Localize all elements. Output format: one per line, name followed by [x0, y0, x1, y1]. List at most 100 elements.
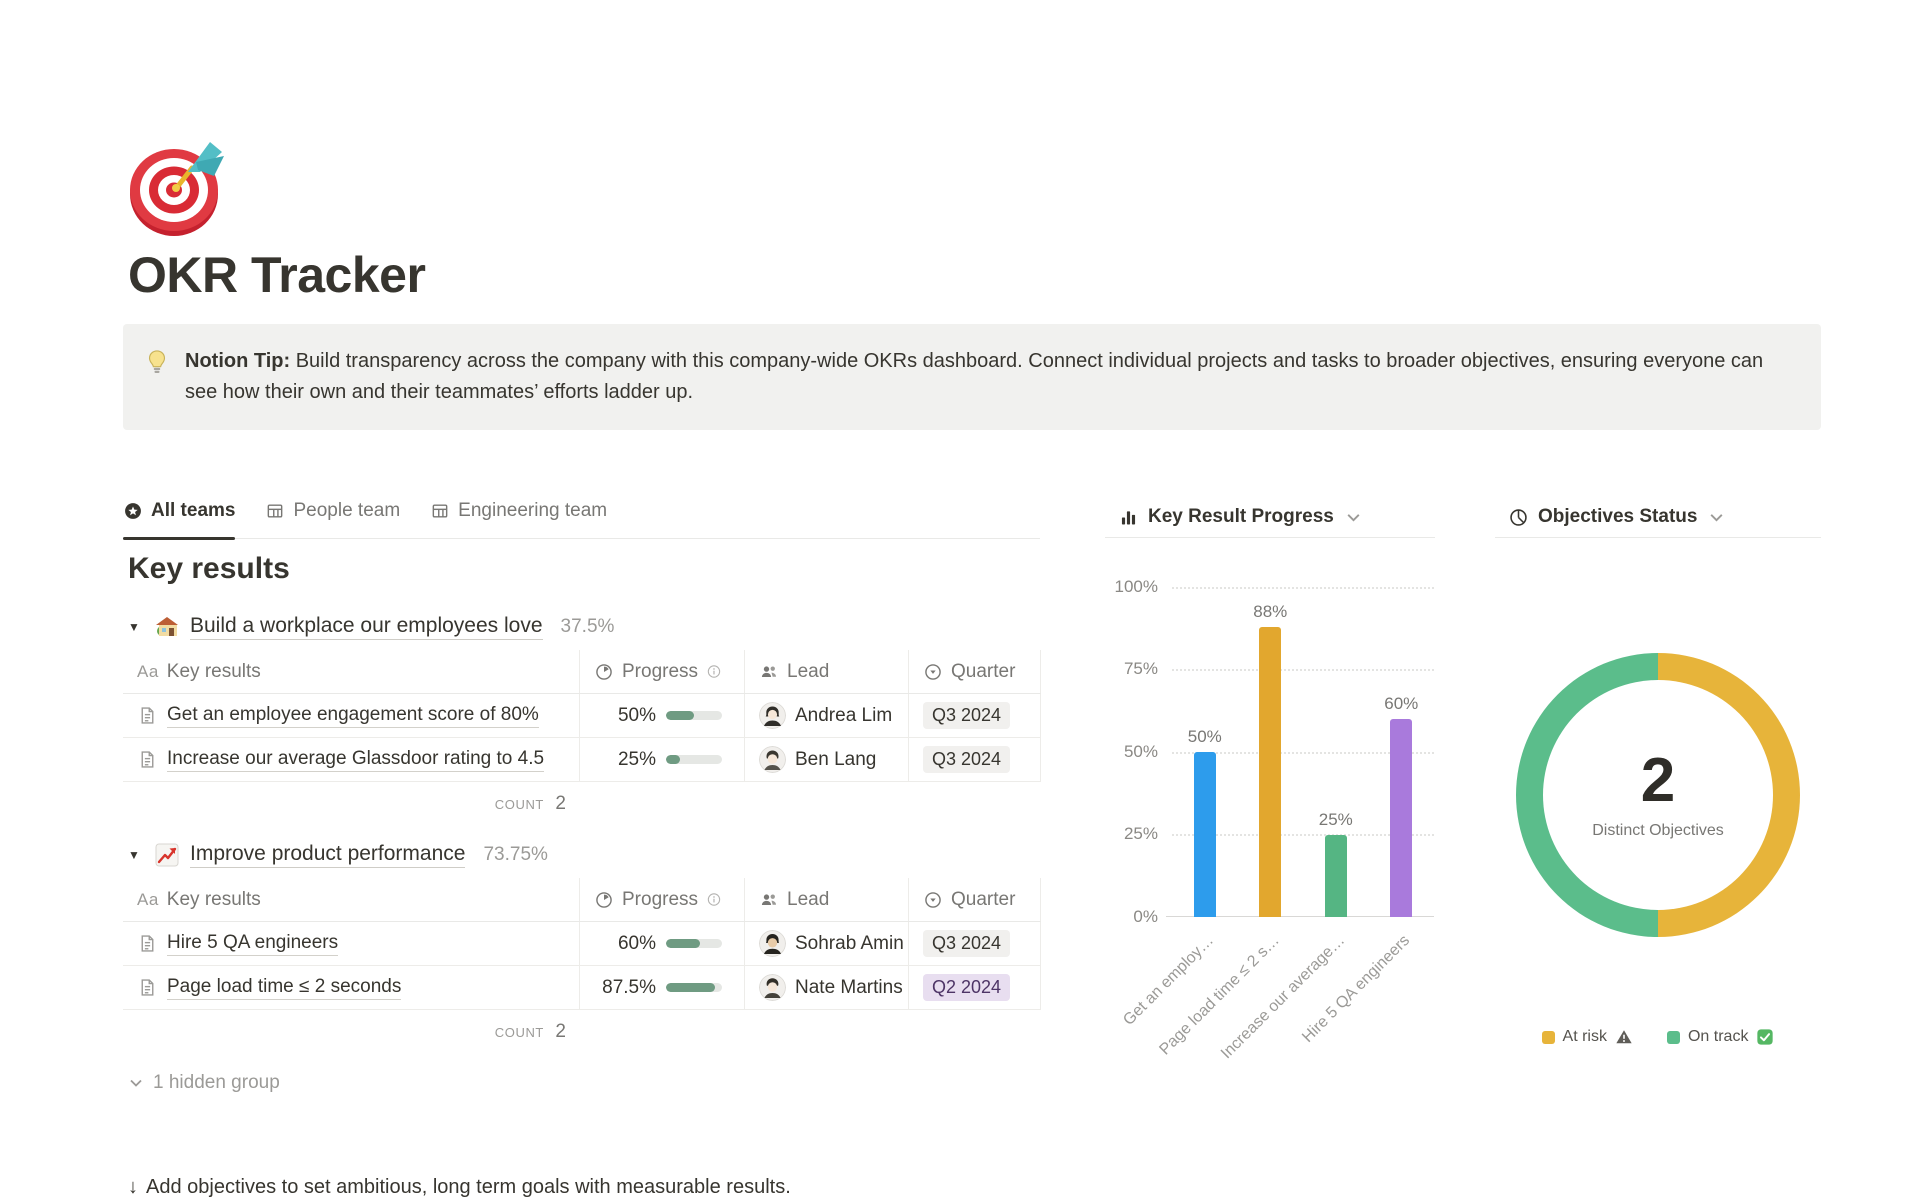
table-icon	[432, 504, 448, 518]
group-title-link[interactable]: Build a workplace our employees love	[190, 614, 543, 640]
chevron-down-icon	[1710, 513, 1723, 522]
key-results-table-2: Aa Key results Progress Lead	[123, 878, 1041, 1054]
lightbulb-icon	[148, 350, 166, 373]
group-toggle-icon[interactable]: ▼	[128, 620, 140, 634]
donut-center: 2 Distinct Objectives	[1516, 653, 1800, 937]
donut-center-value: 2	[1640, 746, 1676, 815]
row-title-link[interactable]: Hire 5 QA engineers	[167, 932, 339, 956]
bar-value-label: 50%	[1187, 727, 1222, 746]
count-row: COUNT 2	[123, 782, 1041, 826]
bar-value-label: 25%	[1318, 809, 1353, 829]
column-header-name[interactable]: Aa Key results	[123, 878, 580, 921]
avatar	[759, 974, 786, 1001]
column-header-quarter[interactable]: Quarter	[909, 878, 1041, 921]
select-property-icon	[925, 663, 941, 680]
bar-chart-x-labels: Get an employ… Page load time ≤ 2 s… Inc…	[1120, 922, 1434, 1082]
group-toggle-icon[interactable]: ▼	[128, 848, 140, 862]
legend-item-at-risk: At risk	[1541, 1028, 1633, 1046]
group-title-link[interactable]: Improve product performance	[190, 842, 466, 868]
row-title-link[interactable]: Page load time ≤ 2 seconds	[167, 976, 402, 1000]
bar	[1193, 752, 1216, 917]
y-tick: 0%	[1133, 907, 1158, 926]
key-results-heading: Key results	[128, 552, 290, 585]
select-property-icon	[925, 891, 941, 908]
column-header-lead[interactable]: Lead	[745, 878, 909, 921]
chart-increasing-emoji	[155, 843, 179, 867]
bar	[1324, 834, 1347, 917]
check-icon	[1757, 1029, 1774, 1045]
y-tick: 100%	[1114, 577, 1158, 596]
footer-hint: ↓ Add objectives to set ambitious, long …	[128, 1176, 791, 1198]
people-icon	[761, 665, 776, 677]
y-tick: 50%	[1123, 742, 1158, 761]
progress-percent: 25%	[617, 748, 656, 770]
quarter-badge: Q3 2024	[923, 746, 1011, 773]
page-icon	[141, 935, 154, 952]
pie-chart-icon	[1510, 508, 1527, 526]
y-tick: 75%	[1123, 659, 1158, 678]
page-icon	[141, 979, 154, 996]
avatar	[759, 930, 786, 957]
hidden-group-toggle[interactable]: 1 hidden group	[128, 1072, 280, 1094]
column-header-quarter[interactable]: Quarter	[909, 650, 1041, 693]
donut-center-label: Distinct Objectives	[1592, 822, 1724, 839]
progress-bar	[666, 939, 722, 948]
bar-chart-plot: 50% 88% 25% 60%	[1166, 587, 1434, 917]
notion-tip-callout: Notion Tip: Build transparency across th…	[123, 324, 1821, 430]
column-header-lead[interactable]: Lead	[745, 650, 909, 693]
legend-item-on-track: On track	[1666, 1028, 1774, 1046]
target-dart-emoji	[130, 142, 224, 236]
callout-label: Notion Tip:	[185, 350, 291, 372]
lead-name: Sohrab Amin	[795, 932, 904, 954]
quarter-badge: Q2 2024	[923, 974, 1011, 1001]
tab-all-teams[interactable]: All teams	[123, 494, 236, 540]
page-title: OKR Tracker	[128, 247, 426, 303]
tab-label: People team	[293, 500, 401, 521]
bar-chart-icon	[1121, 510, 1136, 524]
count-label: COUNT	[494, 1025, 544, 1040]
donut-chart	[1516, 653, 1800, 937]
group-header-2: ▼ Improve product performance 73.75%	[128, 838, 548, 872]
table-header-row: Aa Key results Progress Lead	[123, 650, 1041, 694]
column-header-name[interactable]: Aa Key results	[123, 650, 580, 693]
bar-value-label: 88%	[1253, 601, 1288, 621]
progress-percent: 50%	[617, 704, 656, 726]
row-title-link[interactable]: Increase our average Glassdoor rating to…	[167, 748, 545, 772]
progress-dial-icon	[596, 663, 612, 680]
tab-label: Engineering team	[458, 500, 608, 521]
progress-dial-icon	[596, 891, 612, 908]
row-title-link[interactable]: Get an employee engagement score of 80%	[167, 704, 539, 728]
warning-icon	[1616, 1030, 1632, 1044]
down-arrow-icon: ↓	[128, 1176, 138, 1198]
legend-swatch	[1666, 1030, 1680, 1044]
bar	[1390, 719, 1413, 917]
table-icon	[268, 504, 283, 518]
page-icon	[141, 751, 154, 768]
divider	[1495, 537, 1821, 538]
progress-percent: 87.5%	[602, 976, 656, 998]
progress-bar	[666, 983, 722, 992]
table-row: Increase our average Glassdoor rating to…	[123, 738, 1041, 782]
bar-chart-header[interactable]: Key Result Progress	[1118, 495, 1362, 539]
count-value: 2	[555, 793, 566, 814]
progress-percent: 60%	[617, 932, 656, 954]
progress-bar	[666, 711, 722, 720]
column-header-progress[interactable]: Progress	[580, 878, 745, 921]
column-header-progress[interactable]: Progress	[580, 650, 745, 693]
tab-people-team[interactable]: People team	[265, 494, 400, 538]
lead-name: Ben Lang	[795, 748, 877, 770]
star-view-icon	[125, 503, 141, 519]
table-row: Hire 5 QA engineers 60% Sohrab Amin Q3 2…	[123, 922, 1041, 966]
tab-engineering-team[interactable]: Engineering team	[430, 494, 607, 538]
group-percent: 73.75%	[483, 844, 548, 865]
info-icon	[707, 665, 721, 678]
chevron-down-icon	[1347, 513, 1360, 522]
donut-chart-header[interactable]: Objectives Status	[1508, 495, 1725, 539]
view-tabs: All teams People team Engineering team	[123, 494, 1040, 540]
table-row: Get an employee engagement score of 80% …	[123, 694, 1041, 738]
info-icon	[707, 893, 721, 906]
count-label: COUNT	[494, 797, 544, 812]
quarter-badge: Q3 2024	[923, 702, 1011, 729]
text-property-icon: Aa	[137, 889, 159, 909]
